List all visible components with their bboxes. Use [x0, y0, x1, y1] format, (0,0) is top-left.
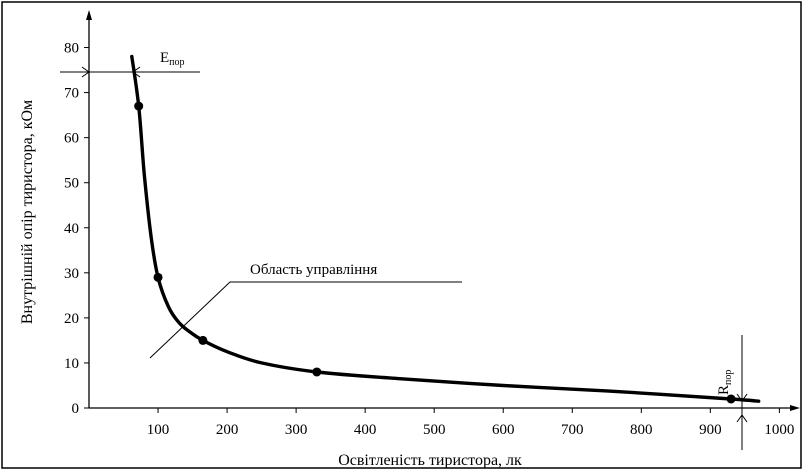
x-tick-label: 400 — [354, 422, 377, 438]
e-threshold-label: Eпор — [160, 50, 185, 68]
x-tick-label: 700 — [561, 422, 584, 438]
y-tick-label: 70 — [64, 86, 79, 102]
e-threshold-label-main: E — [160, 50, 169, 66]
y-tick-label: 40 — [64, 221, 79, 237]
x-tick-label: 300 — [285, 422, 308, 438]
r-threshold-bottom-arrowhead — [736, 414, 748, 423]
data-point — [312, 367, 322, 377]
y-tick-label: 10 — [64, 356, 79, 372]
data-point — [198, 335, 208, 345]
y-tick-group: 0 10 20 30 40 50 60 70 80 — [64, 41, 89, 417]
y-tick-label: 80 — [64, 41, 79, 57]
series-points — [134, 101, 736, 404]
e-threshold-annotation: Eпор — [60, 50, 200, 78]
x-tick-label: 200 — [216, 422, 239, 438]
e-threshold-left-arrowhead — [81, 66, 90, 78]
x-tick-label: 100 — [147, 422, 170, 438]
control-region-label: Область управління — [250, 262, 377, 278]
data-point — [134, 101, 144, 111]
x-tick-label: 600 — [492, 422, 515, 438]
r-threshold-label-sub: пор — [723, 370, 734, 385]
e-threshold-label-sub: пор — [169, 57, 184, 68]
r-threshold-label: Rпор — [716, 370, 734, 395]
y-tick-label: 30 — [64, 266, 79, 282]
r-threshold-annotation: Rпор — [716, 335, 748, 450]
y-tick-label: 20 — [64, 311, 79, 327]
x-tick-label: 500 — [423, 422, 446, 438]
x-axis-label: Освітленість тиристора, лк — [338, 452, 522, 469]
data-point — [153, 272, 163, 282]
x-axis-arrow — [790, 405, 800, 411]
x-tick-label: 800 — [630, 422, 653, 438]
y-tick-label: 60 — [64, 131, 79, 147]
r-threshold-label-main: R — [716, 385, 732, 395]
y-axis-label: Внутрішній опір тиристора, кОм — [19, 100, 36, 324]
data-point — [726, 394, 736, 404]
x-tick-label: 1000 — [764, 422, 794, 438]
x-tick-label: 900 — [699, 422, 722, 438]
x-tick-group: 100 200 300 400 500 600 700 800 900 1000 — [147, 408, 794, 438]
y-tick-label: 50 — [64, 176, 79, 192]
y-tick-label: 0 — [72, 401, 80, 417]
y-axis-arrow — [86, 10, 92, 20]
series-curve — [130, 54, 761, 403]
control-region-leader — [149, 281, 462, 359]
control-region-annotation: Область управління — [149, 262, 462, 359]
